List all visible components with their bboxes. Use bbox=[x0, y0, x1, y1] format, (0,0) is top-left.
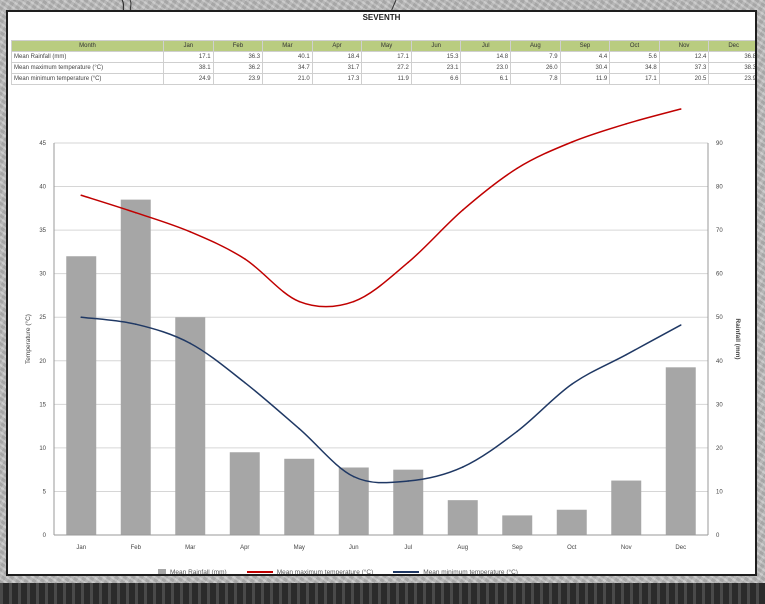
left-tick-label: 30 bbox=[39, 272, 46, 278]
max-temperature-point bbox=[134, 211, 137, 214]
min-temperature-point bbox=[243, 381, 246, 384]
min-temperature-line bbox=[81, 316, 682, 484]
min-temperature-point bbox=[679, 324, 682, 326]
left-tick-label: 20 bbox=[39, 359, 46, 365]
table-cell: 11.9 bbox=[559, 73, 611, 85]
right-tick-label: 10 bbox=[716, 489, 723, 495]
legend-label: Mean Rainfall (mm) bbox=[170, 568, 227, 576]
category-label: Apr bbox=[240, 545, 249, 551]
category-label: Sep bbox=[512, 545, 523, 551]
table-row: Mean Rainfall (mm) 17.1 36.3 40.1 18.4 1… bbox=[11, 51, 755, 63]
table-row: Mean maximum temperature (°C) 38.1 36.2 … bbox=[11, 62, 755, 74]
right-tick-label: 50 bbox=[716, 315, 723, 321]
rainfall-bar bbox=[665, 367, 696, 535]
min-temperature-point bbox=[516, 430, 519, 433]
max-temperature-point bbox=[352, 300, 355, 303]
max-temperature-point bbox=[189, 231, 192, 233]
table-cell: 38.3 bbox=[708, 62, 755, 74]
max-temperature-point bbox=[243, 258, 246, 260]
climate-data-table: Month Jan Feb Mar Apr May Jun Jul Aug Se… bbox=[11, 40, 755, 85]
category-label: Mar bbox=[185, 545, 195, 551]
right-axis-title: Rainfall (mm) bbox=[734, 318, 741, 359]
min-temperature-point bbox=[570, 383, 573, 386]
left-tick-label: 40 bbox=[39, 185, 46, 191]
left-tick-label: 25 bbox=[39, 315, 46, 321]
left-tick-label: 35 bbox=[39, 228, 46, 234]
min-temperature-point bbox=[625, 353, 628, 356]
min-temperature-point bbox=[461, 466, 464, 468]
min-temperature-point bbox=[298, 427, 301, 430]
row-label: Mean minimum temperature (°C) bbox=[11, 73, 164, 85]
category-label: Jun bbox=[349, 545, 359, 551]
spreadsheet-frame: SEVENTH Month Jan Feb Mar Apr May Jun Ju… bbox=[6, 10, 757, 576]
max-temperature-point bbox=[80, 194, 83, 197]
legend-swatch-line bbox=[393, 571, 420, 573]
left-tick-label: 5 bbox=[43, 489, 47, 495]
legend-label: Mean minimum temperature (°C) bbox=[423, 568, 518, 576]
max-temperature-point bbox=[461, 209, 464, 211]
rainfall-bar bbox=[175, 317, 206, 535]
legend-item-rainfall: Mean Rainfall (mm) bbox=[158, 568, 227, 576]
legend-swatch-bar bbox=[158, 569, 166, 574]
table-cell: 23.9 bbox=[212, 73, 264, 85]
sheet-title: SEVENTH bbox=[362, 13, 401, 22]
left-tick-label: 15 bbox=[39, 402, 46, 408]
right-tick-label: 70 bbox=[716, 228, 723, 234]
rainfall-bar bbox=[556, 509, 587, 535]
min-temperature-point bbox=[189, 342, 192, 345]
table-cell: 23.9 bbox=[708, 73, 755, 85]
right-tick-label: 0 bbox=[716, 533, 720, 539]
min-temperature-point bbox=[352, 475, 355, 478]
right-tick-label: 40 bbox=[716, 359, 723, 365]
legend-item-min-temp: Mean minimum temperature (°C) bbox=[393, 568, 518, 576]
legend-swatch-line bbox=[246, 571, 273, 573]
table-cell: 21.0 bbox=[262, 73, 313, 85]
rainfall-bar bbox=[502, 515, 533, 535]
category-label: Jan bbox=[76, 545, 86, 551]
right-tick-label: 60 bbox=[716, 272, 723, 278]
rainfall-bar bbox=[229, 452, 260, 535]
max-temperature-point bbox=[516, 167, 519, 170]
category-label: Dec bbox=[675, 545, 686, 551]
table-row: Mean minimum temperature (°C) 24.9 23.9 … bbox=[11, 73, 755, 85]
legend-item-max-temp: Mean maximum temperature (°C) bbox=[246, 568, 374, 576]
left-tick-label: 10 bbox=[39, 446, 46, 452]
max-temperature-point bbox=[298, 300, 301, 303]
max-temperature-point bbox=[679, 108, 682, 110]
rainfall-bar bbox=[66, 256, 97, 535]
right-tick-label: 90 bbox=[716, 141, 723, 147]
max-temperature-point bbox=[570, 141, 573, 143]
rainfall-bar bbox=[447, 500, 478, 535]
rainfall-bar bbox=[120, 199, 151, 535]
max-temperature-line bbox=[81, 108, 681, 308]
min-temperature-point bbox=[134, 323, 137, 325]
right-tick-label: 80 bbox=[716, 185, 723, 191]
table-cell: 6.1 bbox=[460, 73, 512, 85]
left-axis-title: Temperature (°C) bbox=[24, 314, 32, 364]
left-tick-label: 0 bbox=[43, 533, 47, 539]
chart-legend: Mean Rainfall (mm) Mean maximum temperat… bbox=[158, 566, 538, 576]
right-tick-label: 20 bbox=[716, 446, 723, 452]
table-cell: 24.9 bbox=[163, 73, 214, 85]
right-tick-label: 30 bbox=[716, 402, 723, 408]
max-temperature-point bbox=[625, 123, 628, 125]
rainfall-bar bbox=[284, 458, 315, 535]
table-cell: 6.6 bbox=[410, 73, 462, 85]
climate-chart: 0 5 10 15 20 25 30 35 40 45 0 10 20 30 40 50 60 70 80 90 Tem… bbox=[24, 108, 741, 551]
rainfall-bar bbox=[338, 467, 369, 535]
legend-label: Mean maximum temperature (°C) bbox=[276, 568, 374, 576]
left-tick-label: 45 bbox=[39, 141, 46, 147]
category-label: Jul bbox=[404, 545, 412, 551]
category-label: May bbox=[294, 545, 305, 551]
rainfall-bar bbox=[611, 480, 642, 535]
table-cell: 17.1 bbox=[609, 73, 660, 85]
category-label: Oct bbox=[567, 545, 577, 551]
min-temperature-point bbox=[407, 480, 410, 482]
category-label: Nov bbox=[621, 545, 632, 551]
category-label: Feb bbox=[131, 545, 142, 551]
category-label: Aug bbox=[457, 545, 468, 551]
max-temperature-point bbox=[407, 261, 410, 264]
background-strip bbox=[0, 583, 765, 604]
min-temperature-point bbox=[80, 316, 83, 319]
